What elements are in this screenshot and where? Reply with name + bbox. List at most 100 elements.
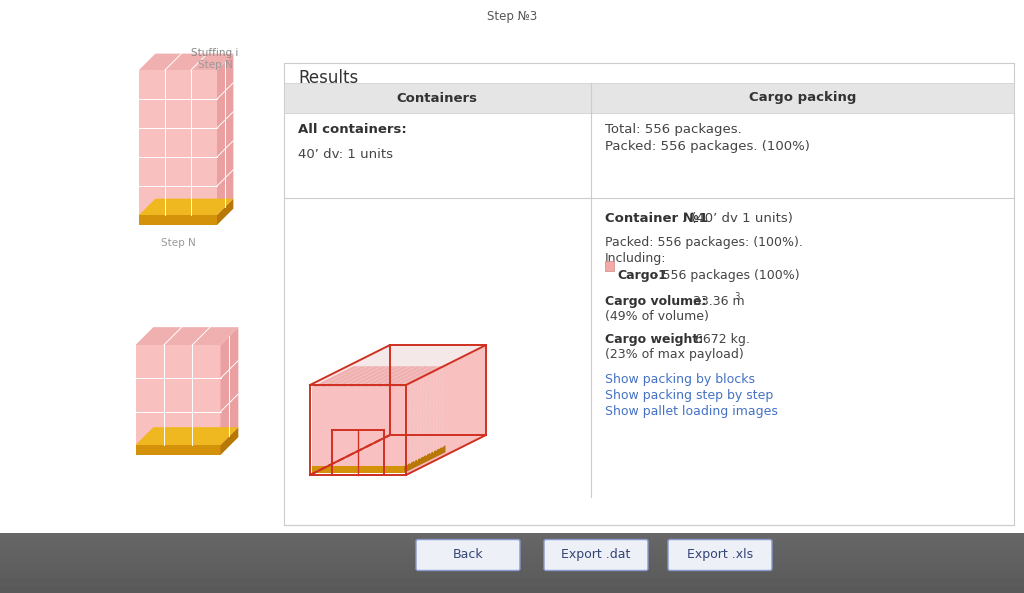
Bar	[0, 206, 1024, 215]
Bar	[0, 562, 1024, 570]
Text: Container №1: Container №1	[604, 212, 708, 225]
Polygon shape	[310, 385, 406, 475]
Bar	[0, 88, 1024, 97]
Bar	[0, 58, 1024, 67]
Text: Export .xls: Export .xls	[687, 548, 753, 561]
Bar	[0, 117, 1024, 126]
Polygon shape	[139, 199, 233, 215]
Bar	[0, 140, 1024, 148]
Bar	[0, 125, 1024, 133]
Bar	[0, 36, 1024, 44]
Bar	[0, 318, 1024, 326]
Text: All containers:: All containers:	[298, 123, 407, 136]
Bar	[0, 73, 1024, 82]
Bar	[0, 28, 1024, 37]
Bar	[0, 570, 1024, 578]
Bar	[0, 266, 1024, 274]
Bar	[0, 155, 1024, 163]
Polygon shape	[135, 345, 220, 445]
Text: Cargo weight:: Cargo weight:	[604, 333, 702, 346]
Bar	[0, 369, 1024, 378]
Bar	[0, 585, 1024, 593]
Text: Show packing step by step: Show packing step by step	[604, 389, 773, 402]
Polygon shape	[220, 427, 239, 455]
Bar	[0, 0, 1024, 533]
Bar	[284, 83, 1014, 113]
Bar	[0, 103, 1024, 111]
Bar	[0, 540, 1024, 549]
Bar	[0, 132, 1024, 141]
Bar	[0, 422, 1024, 430]
Bar	[0, 333, 1024, 341]
Bar	[0, 451, 1024, 460]
Bar	[0, 0, 1024, 8]
Text: Cargo packing: Cargo packing	[749, 91, 856, 104]
Polygon shape	[404, 445, 445, 473]
Text: 3: 3	[734, 292, 740, 301]
Bar	[0, 414, 1024, 422]
Text: Export .dat: Export .dat	[561, 548, 631, 561]
Bar	[0, 66, 1024, 74]
Text: Cargo1: Cargo1	[617, 269, 668, 282]
Polygon shape	[406, 345, 485, 475]
Bar	[0, 392, 1024, 400]
Bar	[604, 261, 613, 271]
Bar	[0, 192, 1024, 200]
Bar	[0, 525, 1024, 534]
Polygon shape	[220, 327, 239, 445]
Bar	[0, 347, 1024, 356]
Bar	[0, 170, 1024, 178]
Bar	[0, 362, 1024, 371]
Bar	[0, 162, 1024, 171]
Text: Step №3: Step №3	[486, 10, 538, 23]
Bar	[0, 303, 1024, 311]
Bar	[0, 214, 1024, 222]
Bar	[0, 436, 1024, 445]
Text: Step N: Step N	[198, 60, 232, 70]
Bar	[0, 295, 1024, 304]
Text: Show pallet loading images: Show pallet loading images	[604, 405, 777, 418]
Text: Show packing by blocks: Show packing by blocks	[604, 373, 755, 386]
Bar	[0, 407, 1024, 415]
Bar	[0, 429, 1024, 438]
Bar	[0, 229, 1024, 237]
Text: Results: Results	[298, 69, 358, 87]
Polygon shape	[312, 366, 445, 387]
FancyBboxPatch shape	[284, 63, 1014, 525]
Bar	[0, 251, 1024, 260]
Bar	[0, 399, 1024, 408]
Polygon shape	[217, 199, 233, 225]
Text: 40’ dv: 1 units: 40’ dv: 1 units	[298, 148, 393, 161]
Polygon shape	[310, 345, 485, 385]
Text: Back: Back	[453, 548, 483, 561]
Text: Packed: 556 packages. (100%): Packed: 556 packages. (100%)	[604, 140, 810, 153]
Bar	[0, 184, 1024, 193]
Bar	[0, 384, 1024, 393]
Text: - 556 packages (100%): - 556 packages (100%)	[649, 269, 799, 282]
Bar	[0, 273, 1024, 282]
Text: (23% of max payload): (23% of max payload)	[604, 348, 743, 361]
Bar	[0, 503, 1024, 511]
Polygon shape	[139, 215, 217, 225]
Bar	[0, 518, 1024, 527]
Bar	[0, 547, 1024, 556]
Bar	[0, 14, 1024, 22]
Bar	[0, 458, 1024, 467]
Bar	[0, 340, 1024, 349]
Bar	[0, 511, 1024, 519]
Bar	[0, 444, 1024, 452]
Text: Packed: 556 packages: (100%).: Packed: 556 packages: (100%).	[604, 236, 803, 249]
Bar	[0, 377, 1024, 385]
Polygon shape	[135, 427, 239, 445]
Text: 6672 kg.: 6672 kg.	[690, 333, 750, 346]
Text: Step N: Step N	[161, 238, 196, 248]
Bar	[0, 355, 1024, 363]
Bar	[0, 147, 1024, 156]
Bar	[0, 473, 1024, 482]
Polygon shape	[139, 70, 217, 215]
FancyBboxPatch shape	[416, 540, 520, 570]
Polygon shape	[312, 387, 404, 466]
Bar	[0, 236, 1024, 245]
Bar	[0, 81, 1024, 89]
Bar	[0, 51, 1024, 59]
